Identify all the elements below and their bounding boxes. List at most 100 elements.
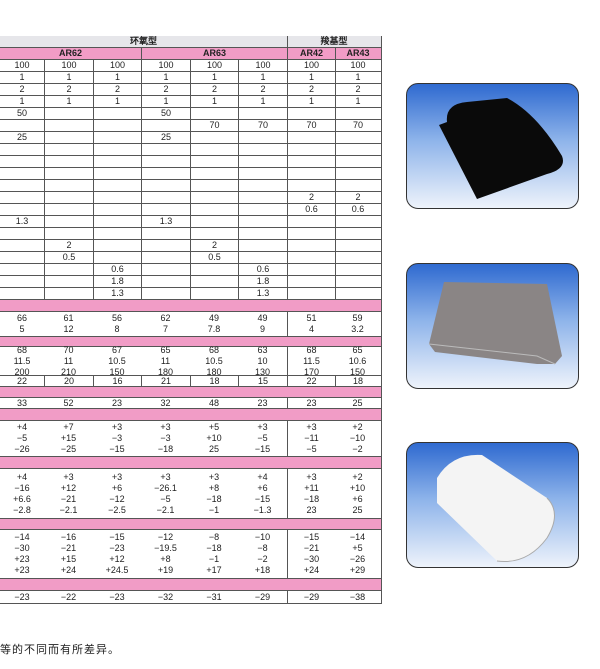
table-cell (335, 288, 380, 299)
cell-value: 2 (308, 84, 314, 94)
cell-value: +3 (306, 471, 317, 482)
table-cell (238, 252, 287, 263)
cell-value: −26.1 (154, 482, 177, 493)
table-cell: 51 4 (287, 312, 335, 336)
cell-value: −19.5 (154, 543, 177, 553)
section-divider (0, 519, 381, 530)
cell-value: +3 (257, 422, 268, 432)
cell-value: 5 (19, 324, 25, 334)
cell-value: 68 (208, 344, 219, 355)
cell-value: 0.5 (62, 252, 76, 262)
cell-value: 32 (160, 397, 171, 408)
cell-value: −5 (160, 493, 171, 504)
table-cell: 2 (287, 84, 335, 95)
table-cell: 2 (335, 84, 380, 95)
section-divider (0, 457, 381, 469)
cell-value: 70 (257, 120, 268, 130)
table-cell (335, 216, 380, 227)
table-cell (141, 276, 190, 287)
cell-value: −18 (206, 493, 222, 504)
cell-value: −2.8 (13, 504, 31, 515)
cell-value: 25 (160, 132, 171, 142)
cell-value: +23 (14, 565, 30, 575)
cell-value: 2 (355, 192, 361, 202)
table-cell (238, 228, 287, 239)
cell-value: −12 (109, 493, 125, 504)
table-cell: +2 +10 +6 25 (335, 469, 380, 518)
table-row: +4 −16 +6.6 −2.8 +3 +12 −21 −2.1 +3 +6 −12 −2.5 +3 −2… (0, 469, 381, 519)
cell-value: +11 (304, 482, 319, 493)
table-cell: 20 (44, 376, 93, 386)
table-cell: 0.6 (287, 204, 335, 215)
table-cell (335, 144, 380, 155)
table-cell (238, 192, 287, 203)
table-cell: 100 (190, 60, 238, 71)
cell-value: 1 (308, 96, 314, 106)
table-cell: 68 11.5 200 (0, 345, 44, 377)
cell-value: 7.8 (207, 324, 221, 334)
table-cell: 1 (335, 96, 380, 107)
table-cell (0, 168, 44, 179)
table-cell: 23 (238, 398, 287, 408)
table-cell (141, 228, 190, 239)
table-cell: −15 −23 +12 +24.5 (93, 530, 141, 578)
table-cell: 16 (93, 376, 141, 386)
table-row: 25 25 (0, 132, 381, 144)
table-cell: 2 (93, 84, 141, 95)
cell-value: 11 (160, 355, 171, 366)
table-cell (238, 180, 287, 191)
cell-value: 25 (208, 444, 219, 454)
cell-value: 20 (63, 375, 74, 386)
table-cell (0, 156, 44, 167)
cell-value: 1 (114, 72, 120, 82)
cell-value: −15 (303, 532, 320, 542)
table-cell (44, 120, 93, 131)
cell-value: +3 (63, 471, 74, 482)
cell-value: −1 (208, 554, 220, 564)
group-header: 环氧型 (129, 36, 157, 46)
table-cell: 2 (335, 192, 380, 203)
cell-value: +3 (208, 471, 220, 482)
table-cell: 1.8 (93, 276, 141, 287)
table-cell (44, 216, 93, 227)
cell-value: 1 (211, 96, 217, 106)
group-header-row: 环氧型 羧基型 (0, 36, 381, 48)
cell-value: 65 (352, 344, 363, 355)
table-cell (190, 156, 238, 167)
table-cell (190, 204, 238, 215)
table-cell (287, 252, 335, 263)
table-cell (335, 168, 380, 179)
table-row: 0.5 0.5 (0, 252, 381, 264)
table-cell: 1 (190, 72, 238, 83)
cell-value: −10 (349, 433, 366, 443)
cell-value: +4 (16, 471, 28, 482)
table-cell: 21 (141, 376, 190, 386)
table-cell: 2 (44, 84, 93, 95)
table-cell: 1 (287, 72, 335, 83)
cell-value: −15 (109, 444, 125, 454)
table-cell: 49 9 (238, 312, 287, 336)
cell-value: 1 (19, 72, 25, 82)
cell-value: +3 (111, 471, 123, 482)
cell-value: 1.3 (256, 288, 270, 298)
table-cell: 32 (141, 398, 190, 408)
cell-value: 50 (16, 108, 27, 118)
cell-value: 52 (63, 397, 74, 408)
table-cell: 49 7.8 (190, 312, 238, 336)
table-cell: −31 (190, 591, 238, 603)
cell-value: −15 (109, 532, 125, 542)
table-cell (335, 240, 380, 251)
table-cell (190, 228, 238, 239)
cell-value: −2 (352, 444, 363, 454)
table-cell (287, 216, 335, 227)
cell-value: 23 (306, 397, 317, 408)
cell-value: 2 (66, 84, 72, 94)
cell-value: +10 (349, 482, 366, 493)
cell-value: 7 (162, 324, 168, 334)
cell-value: 22 (16, 375, 27, 386)
model-header: AR62 (58, 48, 82, 58)
cell-value: 12 (63, 324, 74, 334)
table-cell: −15 −21 −30 +24 (287, 530, 335, 578)
table-cell (238, 156, 287, 167)
table-cell (141, 264, 190, 275)
